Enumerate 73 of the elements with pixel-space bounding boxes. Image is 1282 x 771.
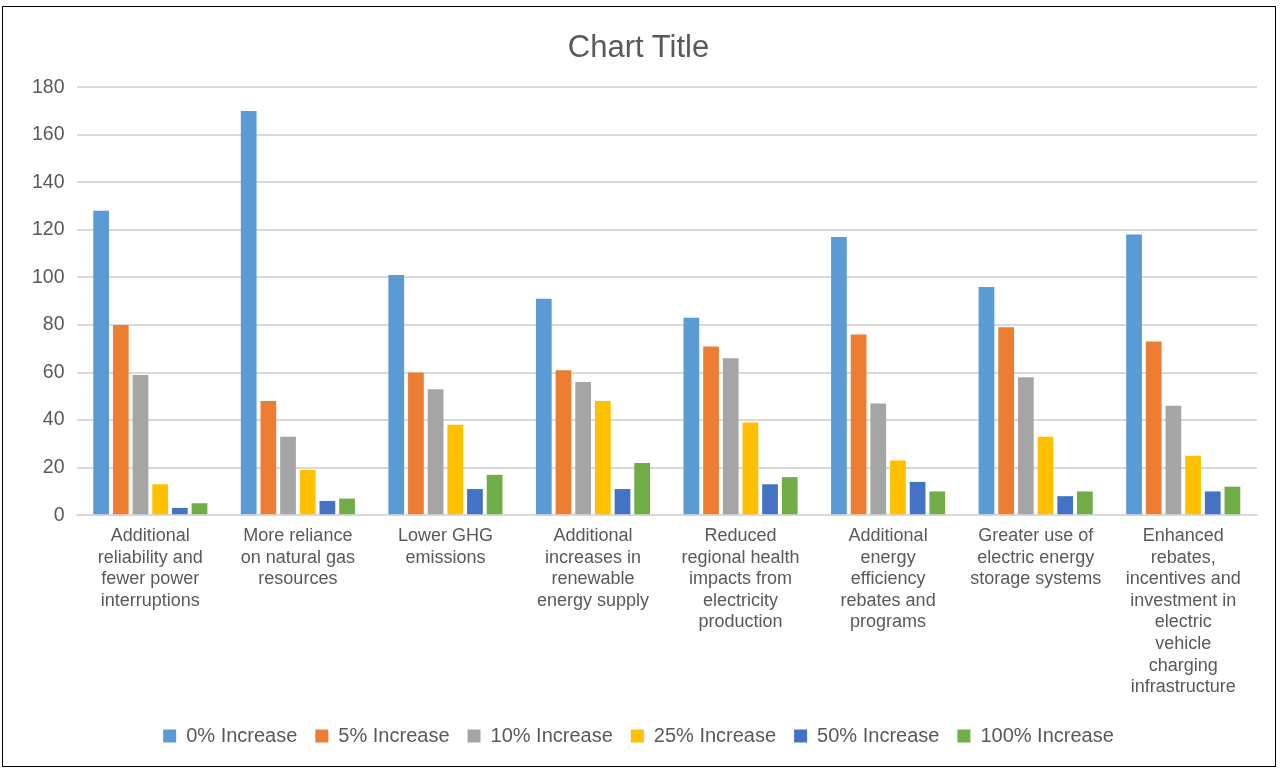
bar: [319, 500, 336, 515]
bar: [890, 460, 906, 515]
bar: [191, 503, 208, 515]
y-tick-label: 80: [42, 312, 65, 335]
y-tick-label: 180: [31, 74, 65, 97]
legend-label: 100% Increase: [980, 723, 1114, 746]
bar: [742, 422, 759, 515]
bar: [998, 327, 1015, 515]
bar: [850, 334, 867, 515]
bar: [93, 210, 109, 515]
bar: [1165, 405, 1182, 515]
x-tick-label: Additional energy efficiency rebates and programs: [840, 524, 936, 632]
bar: [1224, 486, 1241, 515]
x-tick-label: Greater use of electric energy storage systems: [970, 524, 1102, 589]
bar: [909, 481, 926, 515]
bar: [1185, 455, 1201, 515]
x-tick-label: Lower GHG emissions: [397, 524, 493, 567]
bar: [240, 110, 257, 515]
y-tick-label: 120: [31, 217, 65, 240]
bar: [831, 237, 847, 515]
bar: [535, 298, 552, 515]
x-tick-label: Additional increases in renewable energy supply: [536, 524, 650, 610]
x-tick-label: More reliance on natural gas resources: [240, 524, 355, 589]
bar: [299, 470, 316, 515]
bar: [427, 389, 444, 515]
bar: [388, 275, 405, 515]
bar: [634, 462, 651, 515]
y-tick-label: 20: [42, 455, 65, 478]
chart-title: Chart Title: [567, 29, 710, 65]
y-tick-label: 140: [31, 169, 65, 192]
bar: [594, 401, 611, 515]
bar: [1076, 491, 1093, 515]
x-tick-label: Reduced regional health impacts from electricity production: [681, 524, 800, 632]
bar: [978, 286, 995, 515]
bar: [280, 436, 296, 515]
y-tick-label: 160: [31, 122, 65, 145]
bar: [1037, 436, 1054, 515]
y-tick-label: 60: [42, 359, 65, 382]
legend-label: 10% Increase: [490, 723, 613, 746]
y-tick-label: 100: [31, 264, 65, 287]
bar: [152, 484, 169, 515]
bar: [722, 358, 739, 515]
bar: [447, 424, 464, 515]
bar: [614, 489, 631, 515]
bar: [112, 324, 129, 515]
legend-label: 25% Increase: [653, 723, 777, 746]
bar: [132, 374, 149, 515]
bar: [683, 317, 700, 515]
bar: [1017, 377, 1034, 515]
legend-label: 0% Increase: [186, 723, 298, 746]
bar: [781, 477, 798, 515]
bar: [1145, 341, 1162, 515]
bar: [555, 370, 572, 515]
bar: [1204, 491, 1221, 515]
bar: [1057, 496, 1074, 515]
legend-label: 5% Increase: [338, 723, 450, 746]
y-tick-label: 0: [53, 502, 65, 525]
x-tick-label: Additional reliability and fewer power interruptions: [97, 524, 203, 610]
bar: [870, 403, 887, 515]
bar: [408, 372, 424, 515]
bar: [171, 508, 188, 515]
bar: [929, 491, 946, 515]
legend-label: 50% Increase: [817, 723, 940, 746]
x-tick-label: Enhanced rebates, incentives and investment in electric vehicle charging infrastructure: [1125, 524, 1241, 697]
y-tick-label: 40: [42, 407, 65, 430]
bar: [1126, 234, 1142, 515]
bar: [260, 401, 277, 515]
bar: [486, 474, 503, 515]
bar: [703, 346, 719, 515]
bar: [339, 498, 355, 515]
bar: [467, 489, 483, 515]
bar: [575, 382, 592, 515]
bar: [762, 484, 778, 515]
